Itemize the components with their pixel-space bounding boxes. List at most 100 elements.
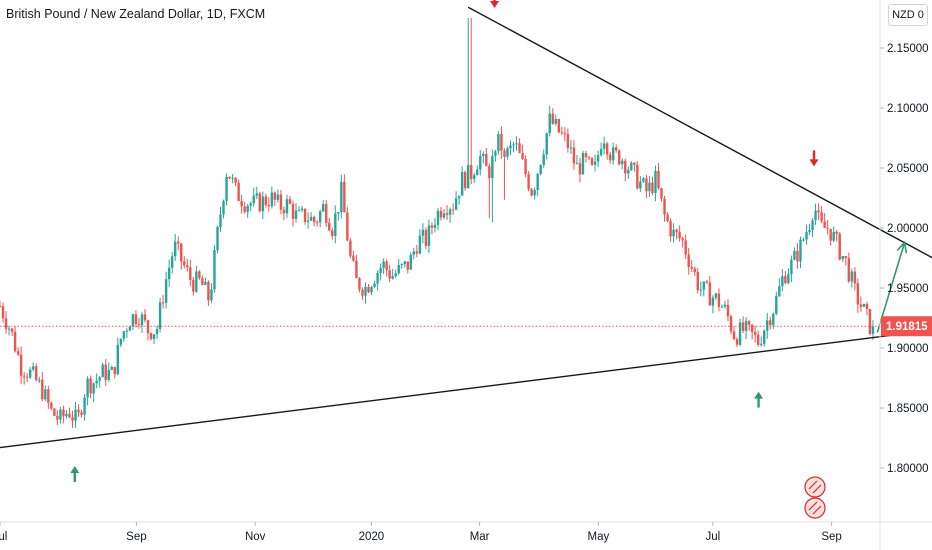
candle-down [240,201,243,207]
x-tick-label: Nov [245,531,266,543]
candle-down [258,193,261,212]
candle-up [340,181,343,212]
emblem-stripes-top [808,480,822,494]
candle-up [491,156,494,179]
candle-down [303,208,307,222]
candle-down [566,134,570,148]
candle-down [829,228,832,241]
candle-down [186,265,189,268]
candle-up [611,147,615,161]
candle-down [183,261,186,266]
candle-down [288,199,292,204]
candle-up [850,271,854,282]
candle-down [530,189,533,196]
candle-up [621,160,624,165]
candle-down [584,153,588,157]
candle-down [0,306,2,307]
candle-up [476,169,479,176]
time-axis: Jul Sep Nov 2020 Mar May Jul Sep [0,521,932,543]
candle-up [131,314,135,327]
candle-up [92,383,95,394]
candle-down [747,321,751,325]
candle-up [322,204,325,212]
candle-down [177,241,180,244]
chart-title: British Pound / New Zealand Dollar, 1D, … [6,7,266,21]
x-tick-label: Sep [126,531,146,543]
candle-down [385,261,388,270]
candle-down [666,214,669,221]
candle-up [213,250,216,290]
candle-up [569,147,573,149]
candle-down [853,271,857,284]
bottom-arrow-jul2019 [70,466,80,482]
candle-down [729,316,733,332]
candle-up [466,165,470,189]
candle-up [394,273,397,277]
candle-up [107,369,110,380]
candle-down [590,158,594,165]
candle-up [44,389,47,400]
candle-down [820,212,823,222]
candle-up [509,145,512,149]
candle-down [207,281,210,301]
candle-up [225,176,228,201]
candle-down [835,231,838,234]
candle-up [790,259,793,275]
top-arrow-aug [809,150,819,167]
candle-up [602,143,606,149]
candle-down [485,153,488,167]
arrow-head [490,1,500,8]
candle-up [412,251,416,255]
candle-down [838,233,841,260]
candle-up [699,289,702,291]
currency-selector[interactable]: NZD 0 [888,4,928,26]
candle-up [155,328,159,335]
candle-up [482,153,485,157]
candle-down [445,213,449,215]
lower-support-trendline [0,329,932,449]
candle-down [328,223,331,231]
y-tick-label: 2.10000 [887,103,929,115]
candle-up [596,155,600,162]
candle-down [503,150,506,157]
candle-down [784,276,787,284]
candle-down [13,331,17,352]
candle-down [279,194,283,210]
candle-up [599,148,603,156]
candle-down [690,266,693,269]
candle-up [195,271,198,292]
candle-down [750,324,754,333]
candle-up [382,261,385,268]
candle-up [98,377,101,381]
candle-up [642,178,645,182]
candle-up [86,378,89,398]
candle-up [95,380,98,384]
candle-down [89,378,92,394]
candle-down [53,408,56,416]
candle-up [119,338,123,345]
arrow-head [70,466,80,473]
candle-down [355,260,358,279]
candle-down [608,154,612,161]
candle-down [651,182,654,193]
candle-up [593,161,597,165]
candle-up [306,220,310,222]
candle-up [654,170,657,193]
candle-down [62,409,65,417]
x-tick-label: Sep [821,531,841,543]
candle-up [204,281,207,285]
candle-down [68,413,71,418]
last-price-label: 1.91815 [886,321,928,333]
candle-up [300,208,304,211]
candle-up [216,227,219,251]
candle-down [521,152,524,159]
candle-down [660,188,663,199]
emblem-stripes-bottom [808,501,822,515]
bottom-arrow-jul2020 [754,391,764,408]
candle-up [140,314,144,326]
candle-up [219,214,222,228]
y-tick-label: 1.80000 [887,463,929,475]
candle-up [672,229,675,237]
candle-down [636,164,639,189]
